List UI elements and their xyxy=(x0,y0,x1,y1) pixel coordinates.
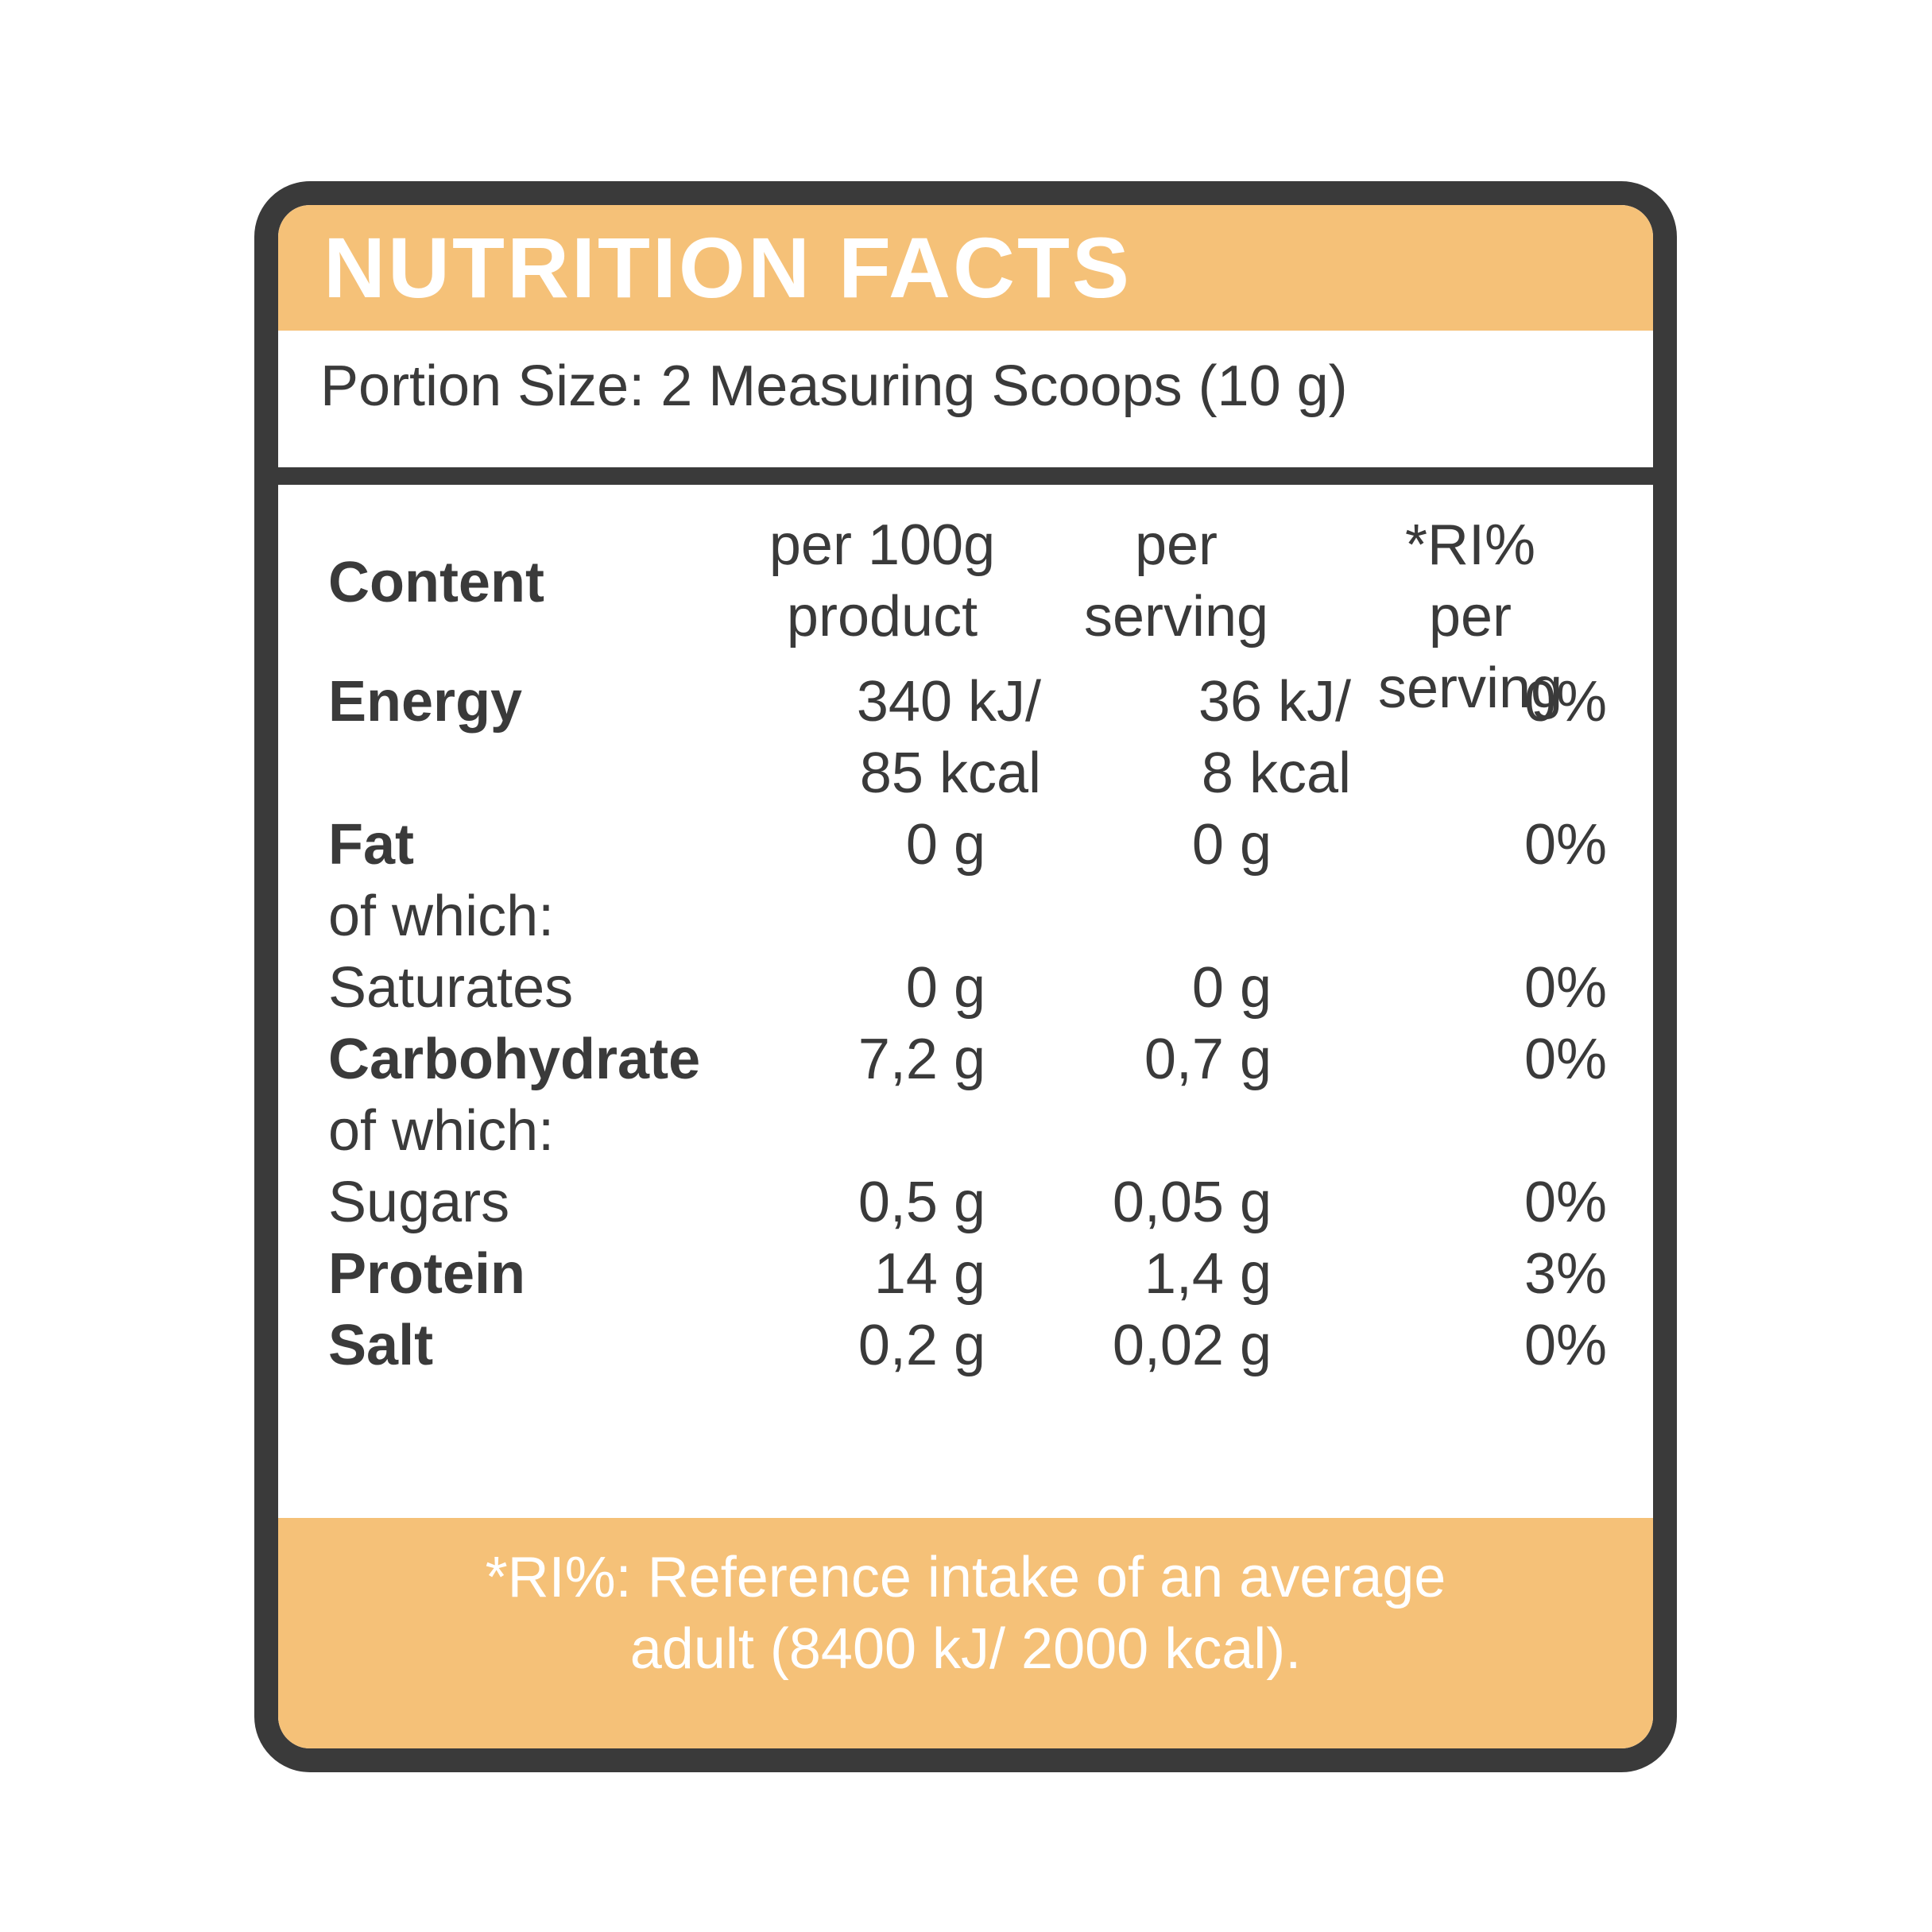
column-header-per-100g: per 100g product xyxy=(763,509,1001,652)
header-divider xyxy=(278,467,1653,485)
column-header-per-serving-line1: per xyxy=(1134,513,1218,577)
energy-per-serving: 36 kJ/ 8 kcal xyxy=(993,666,1351,809)
column-header-ri-line1: *RI% xyxy=(1404,513,1536,577)
nutrition-header: NUTRITION FACTS xyxy=(278,205,1653,331)
energy-per-serving-kj: 36 kJ/ xyxy=(1198,670,1351,734)
row-label-energy: Energy xyxy=(328,670,523,734)
protein-ri: 3% xyxy=(1524,1242,1608,1306)
row-label-carbohydrate: Carbohydrate xyxy=(328,1028,701,1091)
column-header-ri-line3: serving xyxy=(1377,656,1563,720)
row-label-saturates: Saturates xyxy=(328,956,574,1020)
protein-per-100g: 14 g xyxy=(873,1242,985,1306)
column-header-per-100g-line2: product xyxy=(786,585,978,649)
sugars-per-serving: 0,05 g xyxy=(1112,1171,1272,1234)
salt-per-serving: 0,02 g xyxy=(1112,1314,1272,1377)
sugars-ri: 0% xyxy=(1524,1171,1608,1234)
carbohydrate-per-serving: 0,7 g xyxy=(1144,1028,1272,1091)
ri-footnote: *RI%: Reference intake of an average adu… xyxy=(278,1542,1653,1685)
column-header-ri-line2: per xyxy=(1428,585,1512,649)
column-header-ri-percent: *RI% per serving xyxy=(1351,509,1589,724)
row-label-fat: Fat xyxy=(328,813,414,877)
fat-ri: 0% xyxy=(1524,813,1608,877)
nutrition-facts-panel: NUTRITION FACTS Portion Size: 2 Measurin… xyxy=(254,181,1677,1772)
column-header-per-serving-line2: serving xyxy=(1083,585,1269,649)
row-label-sugars: Sugars xyxy=(328,1171,510,1234)
energy-per-100g-kj: 340 kJ/ xyxy=(856,670,1041,734)
energy-per-100g-kcal: 85 kcal xyxy=(859,741,1041,805)
saturates-per-serving: 0 g xyxy=(1191,956,1272,1020)
protein-per-serving: 1,4 g xyxy=(1144,1242,1272,1306)
energy-per-serving-kcal: 8 kcal xyxy=(1201,741,1351,805)
panel-title: NUTRITION FACTS xyxy=(323,219,1132,316)
saturates-per-100g: 0 g xyxy=(905,956,985,1020)
row-label-of-which-carbohydrate: of which: xyxy=(328,1099,555,1163)
footnote-band: *RI%: Reference intake of an average adu… xyxy=(278,1518,1653,1748)
row-label-salt: Salt xyxy=(328,1314,434,1377)
salt-per-100g: 0,2 g xyxy=(858,1314,985,1377)
energy-per-100g: 340 kJ/ 85 kcal xyxy=(707,666,1041,809)
ri-footnote-line2: adult (8400 kJ/ 2000 kcal). xyxy=(629,1617,1302,1681)
row-label-of-which-fat: of which: xyxy=(328,885,555,948)
saturates-ri: 0% xyxy=(1524,956,1608,1020)
fat-per-100g: 0 g xyxy=(905,813,985,877)
fat-per-serving: 0 g xyxy=(1191,813,1272,877)
energy-ri: 0% xyxy=(1524,670,1608,734)
carbohydrate-ri: 0% xyxy=(1524,1028,1608,1091)
column-header-per-100g-line1: per 100g xyxy=(769,513,996,577)
column-header-per-serving: per serving xyxy=(1081,509,1272,652)
sugars-per-100g: 0,5 g xyxy=(858,1171,985,1234)
ri-footnote-line1: *RI%: Reference intake of an average xyxy=(485,1546,1446,1609)
row-label-protein: Protein xyxy=(328,1242,526,1306)
carbohydrate-per-100g: 7,2 g xyxy=(858,1028,985,1091)
column-header-content: Content xyxy=(328,551,544,614)
portion-size: Portion Size: 2 Measuring Scoops (10 g) xyxy=(320,354,1348,418)
salt-ri: 0% xyxy=(1524,1314,1608,1377)
